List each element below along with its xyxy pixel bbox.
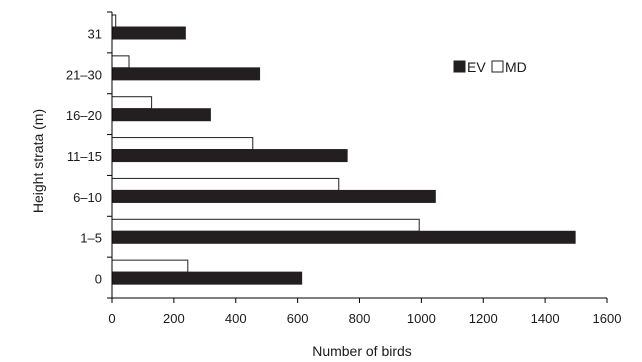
legend-label-md: MD [505,59,527,75]
x-tick-label: 1600 [593,311,622,326]
y-tick-label: 16–20 [66,108,102,123]
bars-group [111,14,576,285]
bar-md [111,259,189,273]
bar-ev [111,189,436,203]
y-tick-label: 31 [88,26,102,41]
x-axis: 0 200 400 600 800 1000 1200 1400 1600 [108,297,622,326]
y-tick-label: 1–5 [80,231,102,246]
bar-md [111,55,130,69]
bar-md [111,137,254,151]
bar-ev [111,108,211,122]
y-axis-title: Height strata (m) [30,109,46,213]
x-tick-label: 1000 [407,311,436,326]
y-tick-label: 21–30 [66,67,102,82]
bar-ev [111,149,348,163]
bar-md [111,218,420,232]
y-tick-label: 0 [95,272,102,287]
x-tick-label: 0 [108,311,115,326]
bar-ev [111,26,186,40]
legend-swatch-ev [453,60,466,73]
x-tick-label: 800 [349,311,371,326]
bar-ev [111,230,576,244]
bar-md [111,177,340,191]
x-tick-label: 1200 [469,311,498,326]
x-tick-label: 1400 [531,311,560,326]
bar-ev [111,67,261,81]
y-tick-label: 11–15 [67,149,102,164]
x-tick-label: 600 [287,311,309,326]
bar-ev [111,271,303,285]
x-tick-label: 400 [225,311,247,326]
legend-label-ev: EV [467,59,486,75]
y-axis: 31 21–30 16–20 11–15 6–10 1–5 0 [66,11,113,299]
legend-swatch-md [491,60,504,73]
y-tick-label: 6–10 [73,190,102,205]
bar-md [111,14,117,28]
x-tick-label: 200 [163,311,185,326]
bar-md [111,96,153,110]
legend: EV MD [453,59,527,75]
x-axis-title: Number of birds [312,343,412,359]
